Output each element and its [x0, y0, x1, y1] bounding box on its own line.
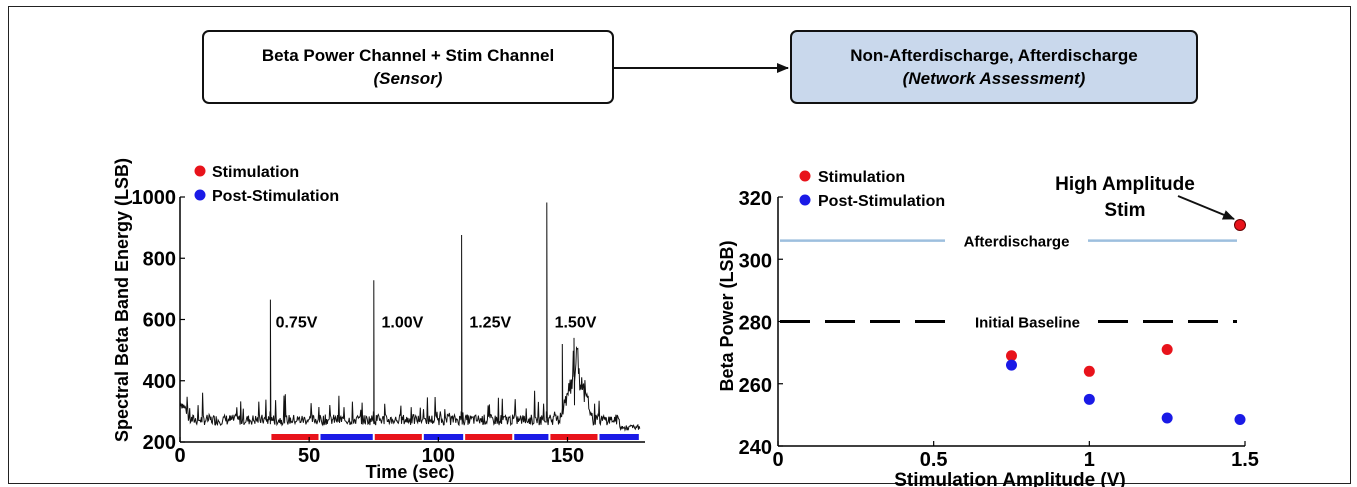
y-tick-label: 240 — [739, 437, 772, 459]
voltage-annotation: 1.50V — [555, 315, 597, 332]
sensor-box-subtitle: (Sensor) — [373, 69, 443, 88]
legend-marker — [799, 170, 811, 182]
scatter-point-stim — [1083, 365, 1095, 377]
callout-text: High Amplitude — [1055, 174, 1195, 195]
voltage-annotation: 1.25V — [469, 315, 511, 332]
scatter-point-post — [1006, 359, 1017, 371]
y-tick-label: 280 — [739, 313, 772, 335]
y-tick-label: 300 — [739, 250, 772, 272]
x-tick-label: 100 — [422, 445, 455, 467]
y-tick-label: 1000 — [132, 187, 177, 209]
x-tick-label: 50 — [298, 445, 320, 467]
y-tick-label: 600 — [143, 310, 176, 332]
network-box-title: Non-Afterdischarge, Afterdischarge — [850, 46, 1138, 65]
y-tick-label: 400 — [143, 371, 176, 393]
phase-segment-3 — [374, 434, 422, 440]
legend-marker — [194, 165, 206, 177]
phase-segment-6 — [514, 434, 549, 440]
legend-label: Stimulation — [818, 169, 905, 186]
scatter-point-post — [1234, 414, 1246, 426]
scatter-point-post — [1161, 412, 1173, 424]
x-tick-label: 0.5 — [920, 449, 948, 471]
phase-segment-4 — [423, 434, 464, 440]
legend-label: Post-Stimulation — [818, 193, 945, 210]
scatter-point-stim — [1161, 344, 1173, 356]
network-box-subtitle: (Network Assessment) — [902, 69, 1086, 88]
x-axis-label: Time (sec) — [366, 462, 455, 482]
legend-label: Post-Stimulation — [212, 188, 339, 205]
reference-line-label: Afterdischarge — [964, 234, 1070, 251]
callout-text: Stim — [1104, 200, 1145, 221]
legend-label: Stimulation — [212, 164, 299, 181]
x-tick-label: 150 — [551, 445, 584, 467]
reference-line-label: Initial Baseline — [975, 315, 1080, 332]
callout-arrow — [1177, 195, 1235, 220]
y-tick-label: 200 — [143, 432, 176, 454]
phase-segment-1 — [271, 434, 319, 440]
scatter-point-post — [1083, 393, 1095, 405]
y-axis-label: Spectral Beta Band Energy (LSB) — [112, 158, 132, 442]
x-tick-label: 1 — [1084, 449, 1095, 471]
sensor-box: Beta Power Channel + Stim Channel (Senso… — [202, 30, 614, 104]
signal-trace — [179, 202, 641, 432]
voltage-annotation: 0.75V — [276, 315, 318, 332]
x-tick-label: 1.5 — [1231, 449, 1259, 471]
sensor-box-title: Beta Power Channel + Stim Channel — [261, 46, 555, 65]
phase-segment-8 — [599, 434, 639, 440]
scatter-point-stim — [1006, 350, 1017, 362]
y-tick-label: 800 — [143, 248, 176, 270]
x-tick-label: 0 — [174, 445, 185, 467]
y-tick-label: 320 — [739, 188, 772, 210]
time-series-chart: 200 400 600 800 1000 0 50 100 150 Time (sec) Spect… — [112, 158, 645, 482]
voltage-annotation: 1.00V — [382, 315, 424, 332]
phase-segment-2 — [320, 434, 373, 440]
scatter-chart: Afterdischarge Initial Baseline 240 260 280 3… — [717, 169, 1259, 487]
x-axis-label: Stimulation Amplitude (V) — [894, 470, 1126, 487]
legend-marker — [194, 189, 206, 201]
y-tick-label: 260 — [739, 375, 772, 397]
x-tick-label: 0 — [772, 449, 783, 471]
scatter-point-stim — [1234, 219, 1246, 232]
phase-segment-7 — [550, 434, 598, 440]
network-assessment-box: Non-Afterdischarge, Afterdischarge (Netw… — [790, 30, 1198, 104]
legend-marker — [799, 194, 811, 206]
phase-segment-5 — [465, 434, 513, 440]
figure-frame — [8, 6, 1351, 484]
y-axis-label: Beta Power (LSB) — [717, 240, 737, 391]
